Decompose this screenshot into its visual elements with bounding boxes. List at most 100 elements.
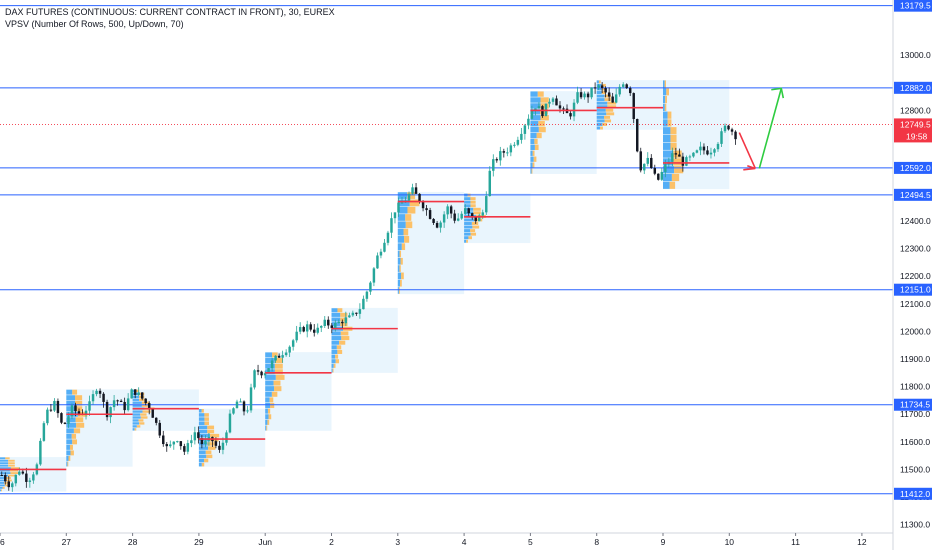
profile-bar-down <box>667 119 672 127</box>
profile-bar-up <box>265 369 275 375</box>
profile-bar-up <box>132 404 142 407</box>
profile-bar-down <box>337 308 343 313</box>
time-axis[interactable]: 26 27 28 29 Jun 2 3 4 5 8 9 10 11 12 <box>0 532 893 547</box>
profile-bar-down <box>540 103 549 109</box>
candle-body <box>0 475 3 477</box>
candle-body <box>270 360 274 369</box>
time-tick-label: 5 <box>528 537 533 547</box>
candle-body <box>348 315 351 318</box>
profile-bar-down <box>204 458 209 463</box>
candle-body <box>446 206 449 215</box>
profile-bar-up <box>596 126 601 130</box>
candle-body <box>25 473 28 482</box>
candle-body <box>376 255 379 269</box>
candle-body <box>84 410 88 415</box>
profile-bar-up <box>663 103 665 111</box>
profile-bar-down <box>399 265 401 272</box>
profile-bar-down <box>207 425 215 430</box>
profile-bar-down <box>601 87 606 91</box>
profile-bar-down <box>339 340 346 345</box>
candle-body <box>428 210 432 219</box>
profile-bar-up <box>464 236 469 240</box>
candle-body <box>720 131 723 144</box>
candle-body <box>442 214 446 223</box>
profile-bar-up <box>663 150 674 158</box>
profile-bar-up <box>530 126 539 133</box>
candle-body <box>323 319 326 326</box>
profile-bar-down <box>69 444 73 450</box>
profile-bar-up <box>66 444 70 450</box>
profile-bar-down <box>76 422 85 428</box>
price-tick-label: 11600.0 <box>900 437 930 447</box>
candle-body <box>411 187 414 194</box>
time-tick-label: 26 <box>0 537 5 547</box>
candle-body <box>527 118 530 126</box>
profile-bar-down <box>267 408 271 414</box>
profile-bar-down <box>201 409 204 413</box>
candle-body <box>727 125 730 130</box>
arrow-up-line <box>758 88 783 169</box>
profile-bar-down <box>405 214 412 221</box>
profile-bar-up <box>397 214 406 221</box>
profile-bar-down <box>407 206 416 214</box>
profile-bar-down <box>673 158 682 166</box>
arrow-down-head <box>743 164 756 171</box>
candle-body <box>713 149 716 153</box>
candle-body <box>488 170 492 197</box>
time-tick-label: 9 <box>661 537 666 547</box>
profile-bar-up <box>66 450 71 456</box>
profile-bar-up <box>0 462 9 465</box>
candle-body <box>305 324 309 332</box>
profile-bar-down <box>403 228 409 236</box>
arrow-down-line <box>738 132 757 169</box>
profile-bar-down <box>407 192 416 199</box>
candle-body <box>643 163 646 171</box>
price-tick-label: 11800.0 <box>900 382 930 392</box>
profile-bar-up <box>66 422 77 428</box>
time-tick-label: 4 <box>462 537 467 547</box>
candle-body <box>730 129 734 132</box>
profile-bar-up <box>596 98 605 102</box>
candle-body <box>657 173 660 180</box>
profile-bar-up <box>464 218 475 222</box>
profile-bar-up <box>198 425 208 430</box>
candle-body <box>355 312 358 314</box>
profile-bar-down <box>606 112 615 116</box>
candle-body <box>709 152 713 155</box>
candle-body <box>671 153 674 162</box>
candle-body <box>393 212 397 219</box>
level-price-box <box>894 398 932 411</box>
price-axis[interactable]: 11300.011400.011500.011600.011700.011800… <box>892 0 932 550</box>
candle-body <box>551 98 555 102</box>
profile-bar-down <box>336 345 342 350</box>
profile-bar-up <box>663 119 668 127</box>
profile-bar-up <box>66 395 76 401</box>
profile-bar-up <box>663 181 670 189</box>
level-price-box <box>894 161 932 174</box>
candle-body <box>614 94 618 103</box>
candle-body <box>53 400 56 411</box>
candle-body <box>639 151 642 171</box>
profile-bar-down <box>139 398 145 401</box>
time-tick-label: Jun <box>258 537 272 547</box>
profile-bar-down <box>533 156 537 162</box>
candle-body <box>474 217 477 222</box>
level-price-label: 11734.5 <box>900 400 930 410</box>
candle-body <box>604 88 607 93</box>
profile-bar-down <box>669 181 676 189</box>
profile-bar-down <box>8 459 15 462</box>
profile-bar-up <box>596 105 608 109</box>
candle-body <box>506 152 509 154</box>
profile-bar-down <box>136 389 140 393</box>
profile-bar-down <box>201 462 205 467</box>
level-price-label: 11412.0 <box>900 489 930 499</box>
profile-bar-down <box>470 200 476 204</box>
candle-body <box>249 387 253 411</box>
level-price-label: 13179.5 <box>900 1 931 11</box>
candle-body <box>456 218 460 221</box>
level-price-label: 12882.0 <box>900 83 931 93</box>
profile-bar-up <box>596 108 606 112</box>
candle-body <box>681 156 685 166</box>
profile-bar-up <box>198 458 205 463</box>
